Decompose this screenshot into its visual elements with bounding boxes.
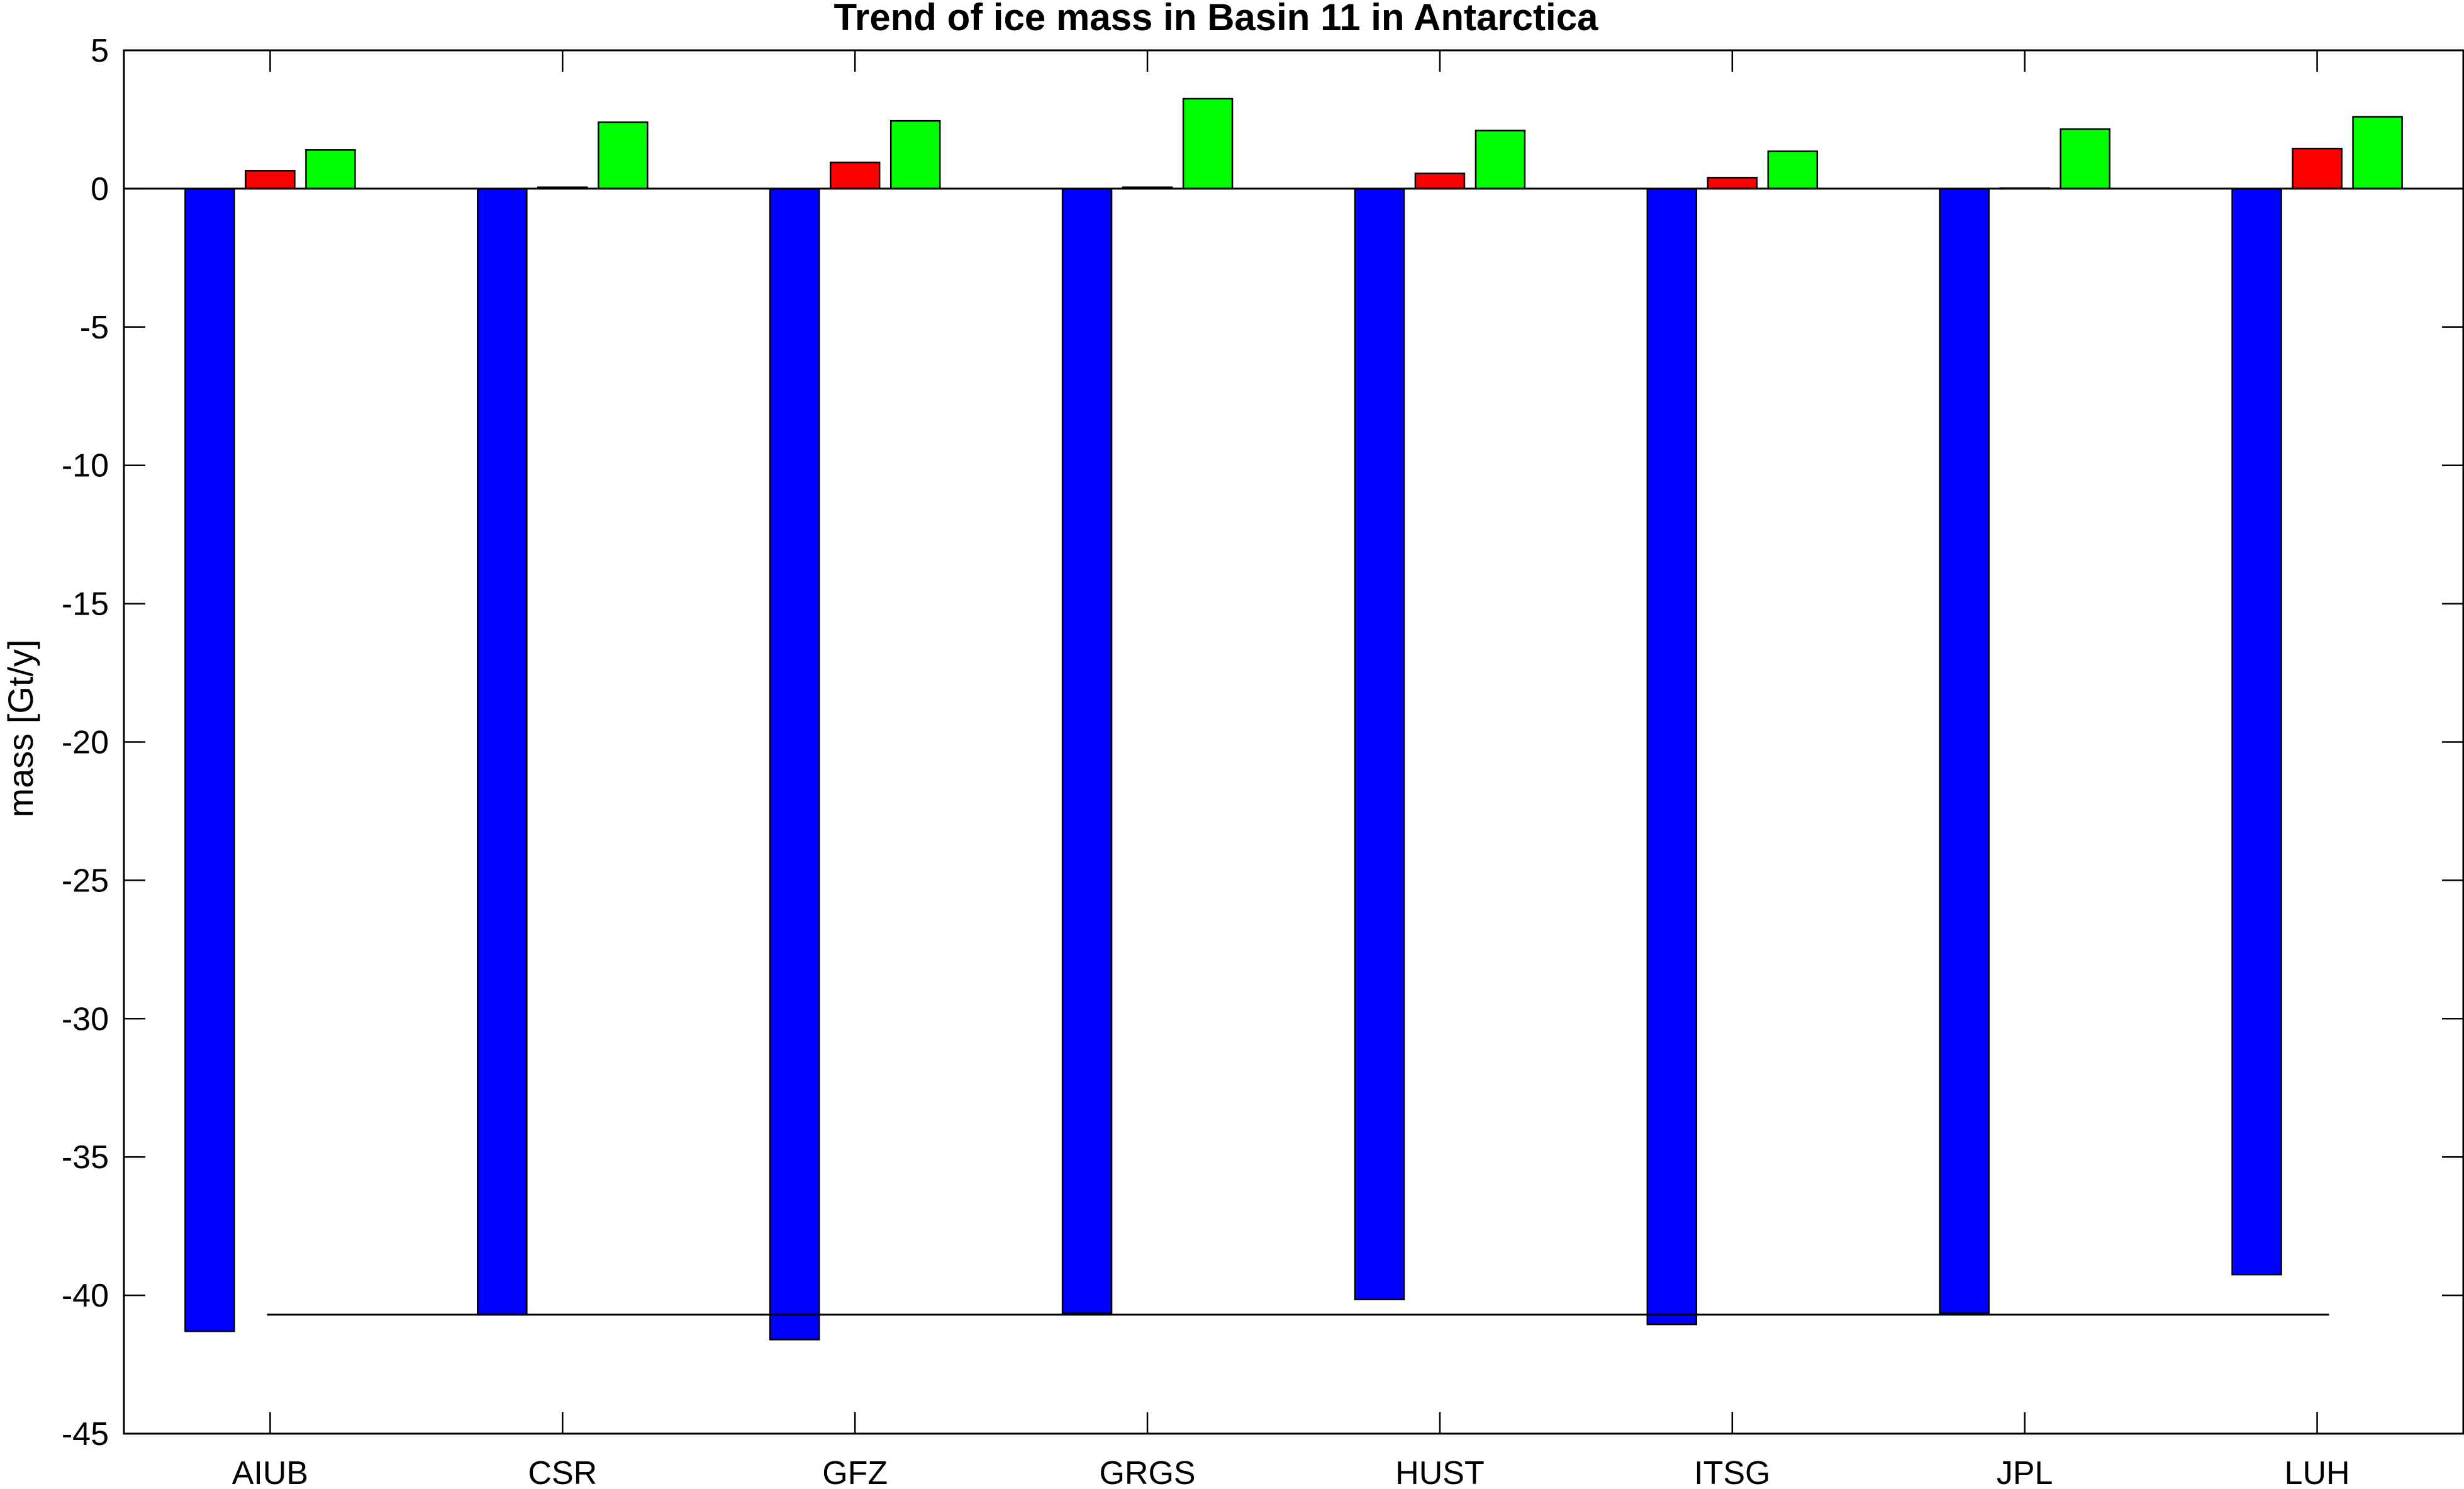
bar-series-1: [1646, 187, 1698, 1325]
x-tick-label: AIUB: [232, 1455, 308, 1489]
y-tick-label: 5: [91, 33, 109, 69]
y-tick-label: -30: [62, 1001, 109, 1037]
bar-series-1: [769, 187, 820, 1341]
bar-series-1: [1354, 187, 1405, 1300]
x-tick-label: JPL: [1997, 1455, 2053, 1489]
x-tick-label: ITSG: [1694, 1455, 1770, 1489]
x-tick-label: CSR: [528, 1455, 597, 1489]
y-tick-label: -35: [62, 1139, 109, 1176]
bar-series-1: [1939, 187, 1990, 1314]
y-tick-label: -5: [80, 310, 109, 346]
bars: [184, 98, 2403, 1341]
bar-series-3: [1474, 130, 1526, 190]
x-tick-label: HUST: [1395, 1455, 1485, 1489]
bar-series-2: [1414, 172, 1466, 190]
bar-series-3: [2060, 128, 2110, 190]
y-tick-label: 0: [91, 171, 109, 208]
y-axis-label: mass [Gt/y]: [1, 639, 40, 817]
bar-series-3: [305, 149, 356, 190]
bar-series-3: [1182, 98, 1234, 190]
bar-series-2: [829, 161, 881, 190]
bar-series-1: [2231, 187, 2282, 1276]
y-tick-label: -20: [62, 725, 109, 761]
x-tick-label: LUH: [2285, 1455, 2350, 1489]
plot-area-frame: [123, 49, 2464, 1435]
y-tick-label: -25: [62, 862, 109, 899]
bar-series-3: [598, 121, 649, 190]
y-tick-label: -10: [62, 448, 109, 484]
x-tick-label: GFZ: [822, 1455, 888, 1489]
bar-series-1: [184, 187, 235, 1332]
y-tick-label: -15: [62, 586, 109, 623]
x-tick-label: GRGS: [1099, 1455, 1195, 1489]
bar-series-3: [2352, 116, 2403, 190]
axis-ticks: 5 0 -5 -10 -15 -20 -25 -30 -35 -40 -45 AIUB CSR GFZ GR…: [62, 33, 2463, 1489]
chart-title: Trend of ice mass in Basin 11 in Antarct…: [834, 0, 1599, 38]
bar-series-1: [477, 187, 528, 1316]
reference-lines: [124, 187, 2463, 1316]
bar-series-2: [245, 170, 296, 190]
bar-series-2: [1707, 177, 1758, 190]
bar-series-3: [889, 120, 941, 190]
bar-series-3: [1767, 150, 1819, 190]
bar-series-1: [1061, 187, 1113, 1314]
y-tick-label: -45: [62, 1416, 109, 1453]
bar-series-2: [2292, 147, 2343, 190]
y-tick-label: -40: [62, 1278, 109, 1314]
